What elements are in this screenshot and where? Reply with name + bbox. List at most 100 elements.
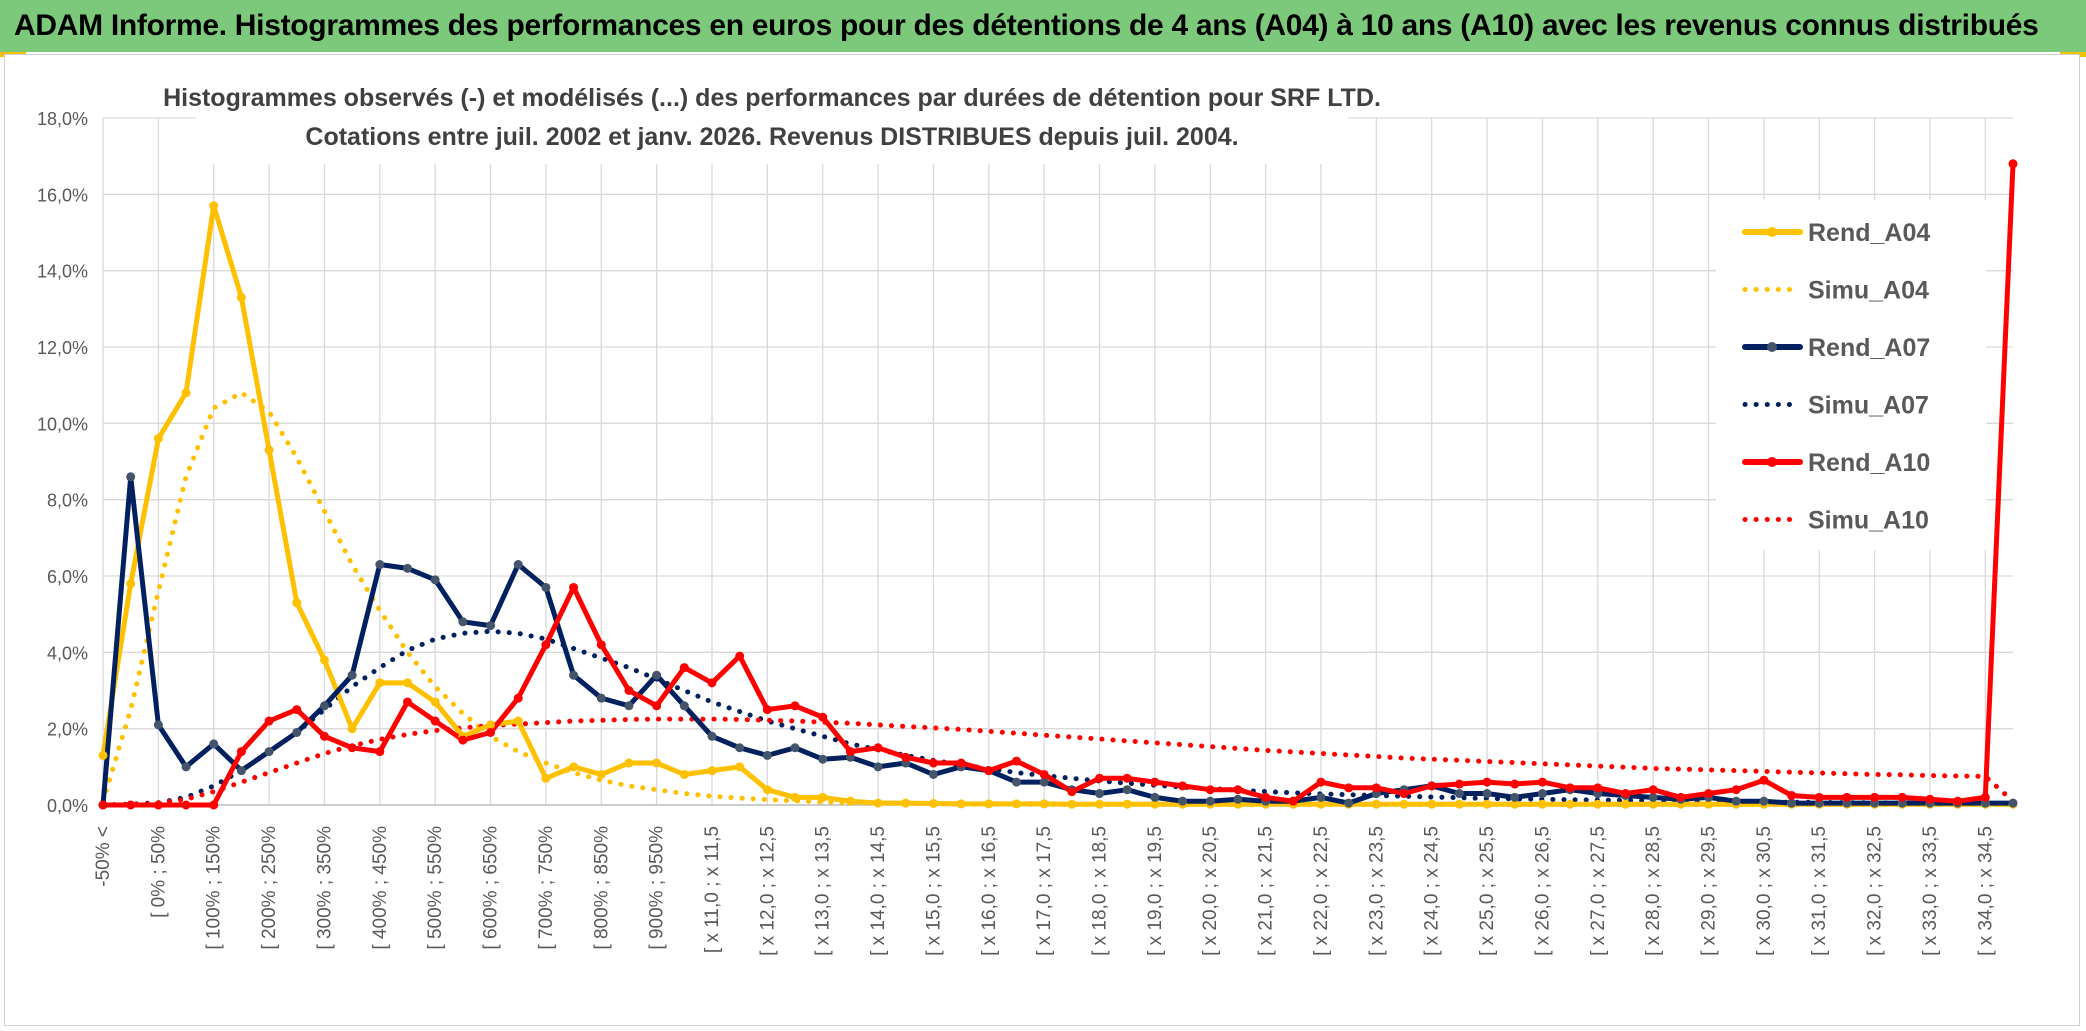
data-point-rend-a10 — [1067, 787, 1077, 797]
legend-rend-a04-label: Rend_A04 — [1808, 219, 1930, 247]
y-tick-label: 2,0% — [47, 720, 88, 740]
data-point-rend-a10 — [735, 651, 745, 661]
data-point-rend-a07 — [1537, 789, 1547, 799]
data-point-rend-a10 — [264, 716, 274, 726]
x-tick-label: -50% < — [93, 826, 114, 887]
data-point-rend-a04 — [1593, 799, 1603, 809]
x-tick-label: [ 400% ; 450% — [370, 826, 391, 950]
report-title-banner: ADAM Informe. Histogrammes des performan… — [0, 0, 2086, 52]
chart-title-line1: Histogrammes observés (-) et modélisés (… — [163, 84, 1381, 112]
data-point-rend-a10 — [984, 766, 994, 776]
x-tick-label: [ 600% ; 650% — [481, 826, 502, 950]
data-point-rend-a07 — [873, 762, 883, 772]
x-tick-label: [ x 27,0 ; x 27,5 — [1588, 826, 1609, 956]
legend-simu-a10-label: Simu_A10 — [1808, 507, 1929, 535]
data-point-rend-a07 — [1150, 792, 1160, 802]
data-point-rend-a10 — [181, 800, 191, 810]
report-title: ADAM Informe. Histogrammes des performan… — [14, 9, 2039, 42]
data-point-rend-a10 — [1565, 783, 1575, 793]
data-point-rend-a07 — [375, 560, 385, 570]
data-point-rend-a04 — [153, 434, 163, 444]
data-point-rend-a10 — [1095, 773, 1105, 783]
legend-rend-a10-marker — [1767, 457, 1777, 467]
series-markers — [98, 159, 2018, 810]
x-tick-label: [ x 19,0 ; x 19,5 — [1145, 826, 1166, 956]
data-point-rend-a10 — [652, 701, 662, 711]
data-point-rend-a10 — [1316, 777, 1326, 787]
data-point-rend-a10 — [1482, 777, 1492, 787]
data-point-rend-a04 — [1150, 799, 1160, 809]
data-point-rend-a04 — [1648, 799, 1658, 809]
x-tick-label: [ x 29,0 ; x 29,5 — [1699, 826, 1720, 956]
data-point-rend-a10 — [1704, 789, 1714, 799]
data-point-rend-a07 — [513, 560, 523, 570]
data-point-rend-a07 — [1759, 796, 1769, 806]
data-point-rend-a07 — [1011, 777, 1021, 787]
data-point-rend-a07 — [292, 727, 302, 737]
x-tick-label: [ x 32,0 ; x 32,5 — [1865, 826, 1886, 956]
data-point-rend-a10 — [209, 800, 219, 810]
series-line-rend-a04 — [100, 203, 2016, 807]
y-tick-label: 8,0% — [47, 491, 88, 511]
data-point-rend-a10 — [1676, 792, 1686, 802]
data-point-rend-a04 — [1039, 799, 1049, 809]
data-point-rend-a07 — [1482, 789, 1492, 799]
x-tick-label: [ x 15,0 ; x 15,5 — [923, 826, 944, 956]
data-point-rend-a07 — [1787, 798, 1797, 808]
x-tick-label: [ x 22,0 ; x 22,5 — [1311, 826, 1332, 956]
data-point-rend-a04 — [1482, 799, 1492, 809]
legend-simu-a04-label: Simu_A04 — [1808, 277, 1929, 305]
x-tick-label: [ x 18,0 ; x 18,5 — [1090, 826, 1111, 956]
series-line-rend-a10 — [100, 161, 2016, 808]
legend-background — [1716, 200, 1986, 550]
y-tick-label: 16,0% — [37, 185, 88, 205]
data-point-rend-a10 — [1870, 792, 1880, 802]
data-point-rend-a07 — [264, 747, 274, 757]
x-tick-label: [ x 16,0 ; x 16,5 — [979, 826, 1000, 956]
data-point-rend-a10 — [624, 686, 634, 695]
data-point-rend-a04 — [513, 716, 523, 726]
x-tick-label: [ x 24,0 ; x 24,5 — [1422, 826, 1443, 956]
data-point-rend-a07 — [1122, 785, 1132, 795]
data-point-rend-a10 — [1953, 796, 1963, 806]
data-point-rend-a10 — [1537, 777, 1547, 787]
data-point-rend-a10 — [236, 747, 246, 757]
chart-title-line2: Cotations entre juil. 2002 et janv. 2026… — [305, 123, 1238, 151]
data-point-rend-a04 — [1011, 799, 1021, 809]
data-point-rend-a04 — [1122, 799, 1132, 809]
data-point-rend-a07 — [1648, 792, 1658, 802]
data-point-rend-a10 — [818, 712, 828, 722]
data-point-rend-a10 — [347, 743, 357, 753]
x-tick-label: [ 300% ; 350% — [314, 826, 335, 950]
x-tick-label: [ 100% ; 150% — [204, 826, 225, 950]
x-tick-label: [ 0% ; 50% — [148, 826, 169, 918]
data-point-rend-a10 — [790, 701, 800, 711]
data-point-rend-a04 — [984, 799, 994, 809]
data-point-rend-a10 — [402, 697, 412, 707]
data-point-rend-a07 — [790, 743, 800, 753]
x-tick-label: [ x 26,0 ; x 26,5 — [1532, 826, 1553, 956]
data-point-rend-a10 — [1427, 781, 1437, 791]
data-point-rend-a04 — [873, 798, 883, 808]
data-point-rend-a07 — [1205, 796, 1215, 806]
data-point-rend-a04 — [1620, 799, 1630, 809]
data-point-rend-a10 — [2008, 159, 2018, 169]
data-point-rend-a07 — [1039, 777, 1049, 787]
x-tick-label: [ 800% ; 850% — [591, 826, 612, 950]
data-point-rend-a04 — [1454, 799, 1464, 809]
data-point-rend-a07 — [1731, 796, 1741, 806]
data-point-rend-a07 — [126, 472, 136, 482]
y-tick-label: 6,0% — [47, 567, 88, 587]
data-point-rend-a07 — [209, 739, 219, 749]
data-point-rend-a04 — [541, 773, 551, 783]
series-line-simu-a10 — [100, 716, 2016, 808]
y-tick-label: 4,0% — [47, 643, 88, 663]
data-point-rend-a10 — [375, 747, 385, 757]
data-point-rend-a04 — [1316, 799, 1326, 809]
data-point-rend-a04 — [486, 720, 496, 730]
data-point-rend-a04 — [98, 750, 108, 760]
data-point-rend-a04 — [430, 697, 440, 707]
data-point-rend-a10 — [1787, 790, 1797, 800]
data-point-rend-a04 — [126, 579, 136, 589]
data-point-rend-a10 — [569, 582, 579, 592]
